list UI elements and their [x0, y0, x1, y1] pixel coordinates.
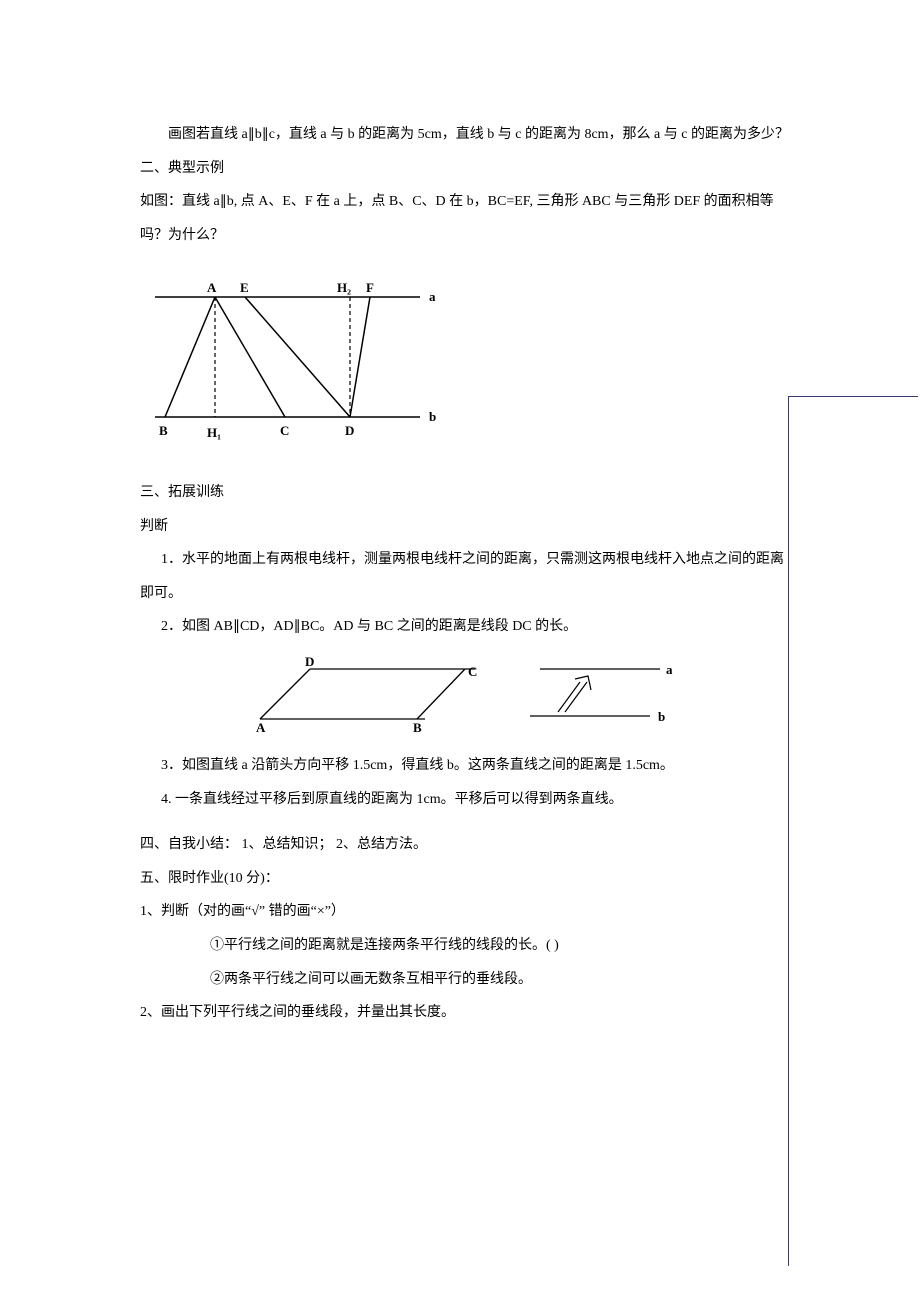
- section-3-subtitle: 判断: [140, 510, 790, 544]
- section-2-body: 如图：直线 a∥b, 点 A、E、F 在 a 上，点 B、C、D 在 b，BC=…: [140, 185, 790, 252]
- question-4: 4. 一条直线经过平移后到原直线的距离为 1cm。平移后可以得到两条直线。: [140, 783, 790, 817]
- svg-text:B: B: [413, 720, 422, 734]
- svg-text:H₁: H₁: [207, 425, 221, 440]
- svg-text:A: A: [207, 280, 217, 295]
- section-5-q2: 2、画出下列平行线之间的垂线段，并量出其长度。: [140, 996, 790, 1030]
- svg-text:D: D: [345, 423, 354, 438]
- svg-text:E: E: [240, 280, 249, 295]
- section-3-title: 三、拓展训练: [140, 476, 790, 510]
- section-5-q1: 1、判断（对的画“√” 错的画“×”）: [140, 895, 790, 929]
- section-2-title: 二、典型示例: [140, 152, 790, 186]
- svg-text:C: C: [468, 664, 477, 679]
- question-2: 2．如图 AB∥CD，AD∥BC。AD 与 BC 之间的距离是线段 DC 的长。: [140, 610, 790, 644]
- svg-text:a: a: [429, 289, 436, 304]
- intro-paragraph: 画图若直线 a∥b∥c，直线 a 与 b 的距离为 5cm，直线 b 与 c 的…: [140, 118, 790, 152]
- figure-1-triangles: A E H₂ F a b B H₁ C D: [145, 277, 790, 461]
- svg-text:A: A: [256, 720, 266, 734]
- svg-text:C: C: [280, 423, 289, 438]
- question-1: 1．水平的地面上有两根电线杆，测量两根电线杆之间的距离，只需测这两根电线杆入地点…: [140, 543, 790, 610]
- section-5-q1-2: ②两条平行线之间可以画无数条互相平行的垂线段。: [140, 963, 790, 997]
- svg-text:b: b: [429, 409, 436, 424]
- svg-text:D: D: [305, 654, 314, 669]
- svg-text:F: F: [366, 280, 374, 295]
- svg-text:b: b: [658, 709, 665, 724]
- page-margin-rule: [788, 396, 918, 1266]
- section-5: 五、限时作业(10 分)：: [140, 862, 790, 896]
- question-3: 3．如图直线 a 沿箭头方向平移 1.5cm，得直线 b。这两条直线之间的距离是…: [140, 749, 790, 783]
- svg-text:a: a: [666, 662, 673, 677]
- svg-text:B: B: [159, 423, 168, 438]
- svg-text:H₂: H₂: [337, 280, 351, 295]
- document-page: 画图若直线 a∥b∥c，直线 a 与 b 的距离为 5cm，直线 b 与 c 的…: [0, 0, 920, 1090]
- section-4: 四、自我小结： 1、总结知识； 2、总结方法。: [140, 828, 790, 862]
- figure-2-parallelogram-arrow: D C A B a b: [140, 654, 790, 734]
- section-5-q1-1: ①平行线之间的距离就是连接两条平行线的线段的长。( ): [140, 929, 790, 963]
